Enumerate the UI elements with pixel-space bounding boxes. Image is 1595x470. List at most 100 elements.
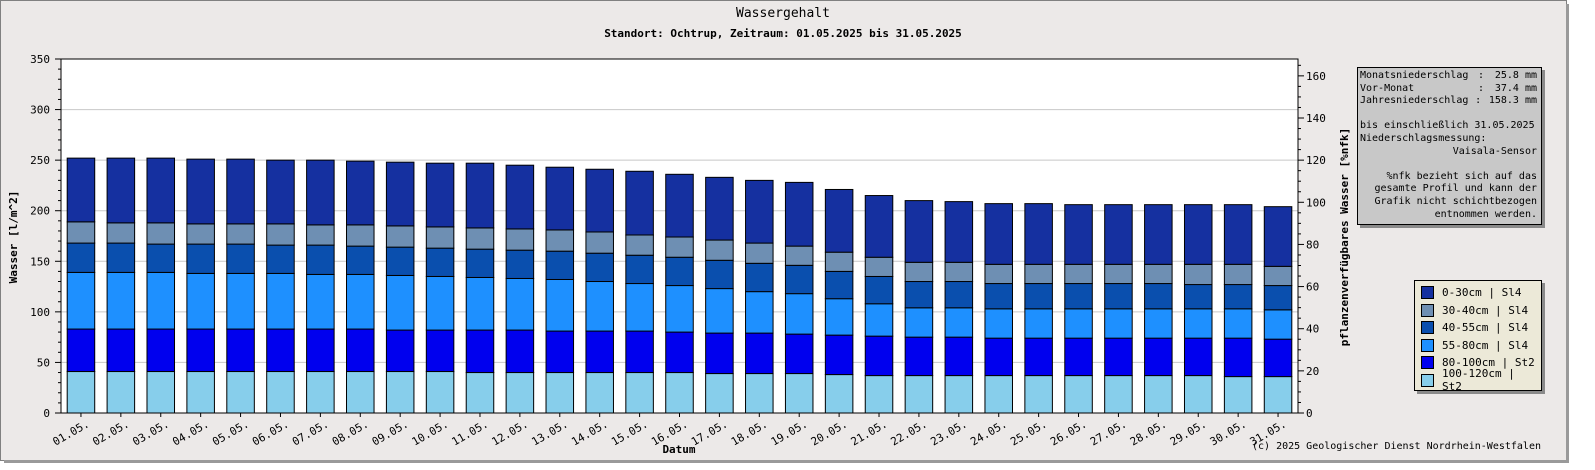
- bar-segment: [186, 328, 215, 373]
- bar-segment: [465, 372, 495, 414]
- info-row-monthly: Monatsniederschlag:25.8 mm: [1360, 70, 1537, 81]
- y2-tick-label: 160: [1306, 70, 1326, 83]
- legend-item: 30-40cm | Sl4: [1421, 302, 1541, 320]
- x-tick-label: 04.05.: [170, 417, 211, 448]
- bar-segment: [705, 332, 734, 375]
- bar-stack: [1024, 203, 1053, 414]
- bar-segment: [745, 179, 774, 244]
- bar-segment: [1104, 283, 1133, 310]
- x-tick-label: 18.05.: [729, 417, 770, 448]
- bar-segment: [1024, 263, 1053, 285]
- legend-swatch: [1421, 286, 1434, 300]
- bar-stack: [146, 157, 176, 414]
- bar-segment: [1263, 206, 1293, 267]
- bar-segment: [385, 274, 415, 331]
- info-label: Vor-Monat: [1360, 82, 1415, 94]
- bar-segment: [1223, 263, 1253, 286]
- x-tick-label: 27.05.: [1088, 417, 1129, 448]
- plot-layer: 01.05.02.05.03.05.04.05.05.05.06.05.07.0…: [30, 53, 1326, 448]
- bar-segment: [226, 243, 255, 274]
- bar-segment: [984, 337, 1013, 377]
- info-value: 158.3 mm: [1488, 95, 1537, 107]
- bar-stack: [665, 173, 694, 414]
- y2-tick-label: 40: [1306, 323, 1319, 336]
- bar-segment: [784, 293, 814, 335]
- info-row-previous-month: Vor-Monat:37.4 mm: [1360, 82, 1537, 94]
- bar-stack: [904, 200, 934, 414]
- bar-segment: [146, 222, 176, 245]
- bar-segment: [1104, 337, 1133, 377]
- bar-segment: [1024, 375, 1053, 414]
- y2-tick-label: 0: [1306, 407, 1313, 420]
- bar-segment: [1263, 338, 1293, 378]
- bar-segment: [904, 307, 934, 338]
- x-tick-label: 20.05.: [809, 417, 850, 448]
- legend-swatch: [1421, 321, 1434, 335]
- x-tick-label: 29.05.: [1168, 417, 1209, 448]
- bar-segment: [904, 336, 934, 377]
- bar-segment: [266, 328, 295, 373]
- bar-segment: [1263, 376, 1293, 414]
- legend-item: 40-55cm | Sl4: [1421, 319, 1541, 337]
- stacked-bar-chart: 01.05.02.05.03.05.04.05.05.05.06.05.07.0…: [7, 53, 1351, 456]
- legend-swatch: [1421, 303, 1434, 317]
- bar-segment: [745, 262, 774, 293]
- bar-stack: [465, 162, 495, 414]
- bar-segment: [1183, 375, 1213, 414]
- bar-segment: [625, 170, 654, 236]
- bar-segment: [665, 285, 694, 333]
- y-axis-right-title: pflanzenverfügbares Wasser [%nfk]: [1338, 128, 1351, 347]
- bar-segment: [665, 372, 694, 414]
- bar-segment: [425, 371, 455, 414]
- bar-stack: [1263, 206, 1293, 414]
- bar-segment: [984, 308, 1013, 339]
- bar-segment: [1144, 375, 1173, 414]
- y-tick-label: 250: [30, 154, 50, 167]
- bar-segment: [266, 223, 295, 246]
- bar-segment: [226, 272, 255, 330]
- bar-segment: [665, 173, 694, 238]
- info-nfk-note: %nfk bezieht sich auf das gesamte Profil…: [1374, 170, 1537, 220]
- bar-segment: [1183, 284, 1213, 310]
- bar-segment: [146, 271, 176, 330]
- bar-segment: [1183, 263, 1213, 286]
- bar-segment: [1263, 285, 1293, 311]
- bar-segment: [1144, 308, 1173, 339]
- bar-segment: [824, 374, 854, 414]
- bar-segment: [984, 203, 1013, 265]
- bar-segment: [625, 234, 654, 256]
- bar-segment: [1024, 337, 1053, 377]
- x-tick-label: 14.05.: [569, 417, 610, 448]
- bar-stack: [1104, 204, 1133, 414]
- bar-segment: [1024, 308, 1053, 339]
- bar-segment: [585, 372, 614, 414]
- bar-segment: [1183, 308, 1213, 339]
- legend-swatch: [1421, 338, 1434, 352]
- bar-segment: [1144, 204, 1173, 265]
- bar-segment: [1104, 375, 1133, 414]
- bar-segment: [984, 283, 1013, 310]
- bar-stack: [984, 203, 1013, 414]
- bar-segment: [385, 161, 415, 227]
- y2-tick-label: 20: [1306, 365, 1319, 378]
- bar-segment: [545, 330, 575, 374]
- bar-segment: [745, 291, 774, 334]
- bar-segment: [1223, 284, 1253, 310]
- chart-legend: 0-30cm | Sl4 30-40cm | Sl4 40-55cm | Sl4…: [1414, 280, 1542, 393]
- y-axis-left-title: Wasser [l/m^2]: [7, 191, 20, 284]
- chart-title: Wassergehalt: [736, 6, 830, 21]
- bar-stack: [66, 157, 96, 414]
- bar-segment: [1064, 263, 1093, 285]
- bar-stack: [1223, 204, 1253, 414]
- x-tick-label: 12.05.: [489, 417, 530, 448]
- bar-segment: [226, 223, 255, 245]
- bar-segment: [944, 201, 974, 263]
- bar-segment: [226, 371, 255, 414]
- bar-segment: [625, 330, 654, 374]
- plot-border: [60, 58, 1299, 414]
- y-tick-label: 100: [30, 306, 50, 319]
- bar-stack: [944, 201, 974, 414]
- bar-segment: [146, 328, 176, 373]
- x-tick-label: 10.05.: [410, 417, 451, 448]
- frame-shadow-bottom: [4, 460, 1569, 463]
